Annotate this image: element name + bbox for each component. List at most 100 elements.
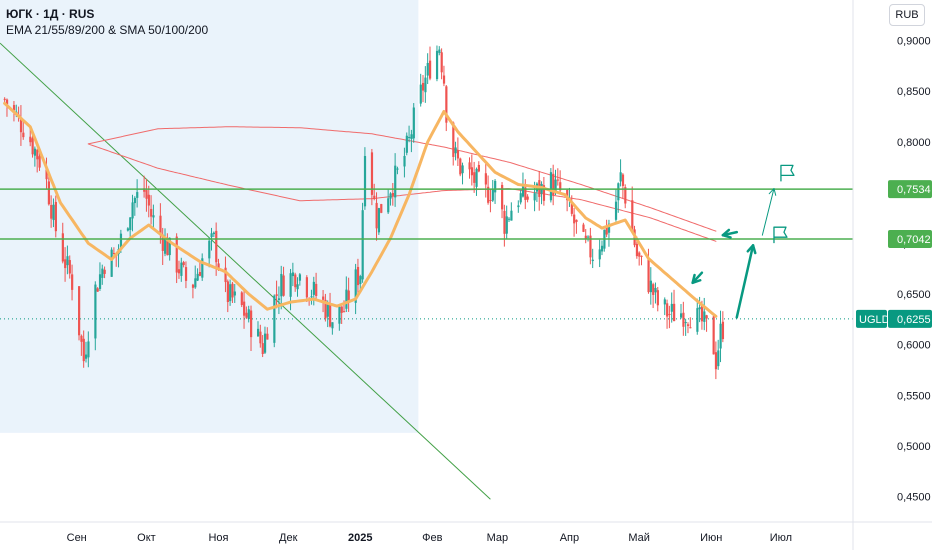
- candle-body: [5, 99, 9, 105]
- candle-body: [45, 168, 48, 180]
- candle-body: [294, 274, 297, 288]
- candle-body: [208, 240, 211, 259]
- candle-body: [322, 296, 325, 300]
- candle-body: [131, 202, 134, 219]
- candle-body: [212, 232, 216, 235]
- candle-body: [147, 194, 150, 206]
- candle-body: [489, 199, 492, 201]
- candle-body: [656, 290, 659, 306]
- candle-body: [168, 237, 171, 256]
- x-tick-label: Сен: [67, 532, 87, 544]
- candle-body: [517, 205, 520, 208]
- candle-body: [250, 310, 253, 338]
- x-tick-label: Июн: [700, 532, 722, 544]
- candle-body: [607, 223, 611, 233]
- candle-body: [686, 324, 690, 326]
- candle-body: [456, 150, 460, 159]
- candle-body: [36, 149, 39, 160]
- candle-body: [71, 274, 74, 290]
- candle-body: [68, 260, 71, 274]
- y-tick-label: 0,4500: [897, 492, 931, 504]
- sma-lower-line: [87, 143, 717, 242]
- candle-body: [684, 322, 687, 324]
- candle-body: [224, 267, 227, 283]
- candle-body: [640, 255, 643, 257]
- candle-body: [96, 288, 99, 292]
- candle-body: [315, 283, 318, 296]
- arrow-head: [691, 273, 702, 285]
- candle-body: [519, 193, 522, 203]
- candle-body: [589, 235, 592, 258]
- candle-body: [312, 281, 315, 295]
- candle-body: [559, 182, 562, 191]
- candle-body: [654, 287, 657, 293]
- x-tick-label: Фев: [422, 532, 442, 544]
- candle-body: [554, 179, 557, 194]
- candle-body: [103, 269, 106, 274]
- candle-body: [217, 263, 220, 269]
- candle-body: [143, 188, 146, 192]
- y-tick-label: 0,5500: [897, 390, 931, 402]
- candle-body: [663, 299, 666, 305]
- candle-body: [136, 192, 139, 198]
- candle-body: [649, 280, 652, 293]
- candle-body: [422, 82, 425, 91]
- candle-body: [573, 214, 576, 224]
- level-tag: [888, 180, 932, 199]
- trend-line: [0, 42, 491, 500]
- candle-body: [263, 333, 267, 353]
- candle-body: [19, 118, 23, 133]
- candle-body: [226, 281, 229, 303]
- candle-body: [361, 210, 364, 280]
- candle-body: [145, 190, 148, 199]
- candle-body: [191, 284, 195, 288]
- symbol-tag: [856, 309, 887, 328]
- arrow-head: [768, 188, 777, 196]
- candle-body: [389, 193, 392, 199]
- candle-body: [508, 218, 511, 220]
- candle-body: [126, 228, 130, 231]
- candle-body: [619, 172, 622, 182]
- candle-body: [605, 226, 608, 235]
- candle-body: [259, 331, 262, 344]
- symbol-title[interactable]: ЮГК · 1Д · RUS: [6, 7, 95, 21]
- candle-body: [38, 156, 41, 168]
- candle-body: [405, 135, 408, 153]
- candle-body: [394, 165, 397, 198]
- candle-body: [689, 327, 692, 329]
- y-tick-label: 0,8000: [897, 137, 931, 149]
- arrow-annotation: [761, 188, 775, 236]
- candle-body: [700, 304, 704, 322]
- candle-body: [324, 299, 327, 319]
- candle-body: [380, 204, 383, 213]
- candle-body: [47, 181, 51, 205]
- candle-body: [152, 215, 155, 218]
- candle-body: [721, 321, 725, 340]
- candle-body: [342, 311, 346, 313]
- candle-body: [503, 210, 506, 234]
- candle-body: [194, 278, 197, 288]
- candle-body: [310, 296, 313, 298]
- level-tag: [888, 230, 932, 249]
- candle-body: [296, 284, 299, 290]
- candle-body: [705, 315, 708, 319]
- candle-body: [133, 197, 137, 204]
- candle-body: [3, 98, 6, 100]
- candle-body: [473, 172, 476, 183]
- candle-body: [624, 187, 627, 204]
- candle-body: [150, 208, 153, 217]
- candle-body: [487, 186, 490, 203]
- candle-body: [670, 303, 673, 312]
- candle-body: [549, 172, 553, 201]
- indicators-legend[interactable]: EMA 21/55/89/200 & SMA 50/100/200: [6, 23, 209, 37]
- candle-body: [247, 309, 250, 319]
- candle-body: [408, 136, 411, 138]
- currency-button[interactable]: RUB: [889, 4, 925, 26]
- candle-body: [215, 230, 218, 263]
- candle-body: [245, 312, 248, 318]
- last-price-tag-label: 0,6255: [897, 314, 931, 326]
- candle-body: [66, 256, 69, 266]
- candle-body: [403, 155, 406, 167]
- candle-body: [552, 173, 555, 196]
